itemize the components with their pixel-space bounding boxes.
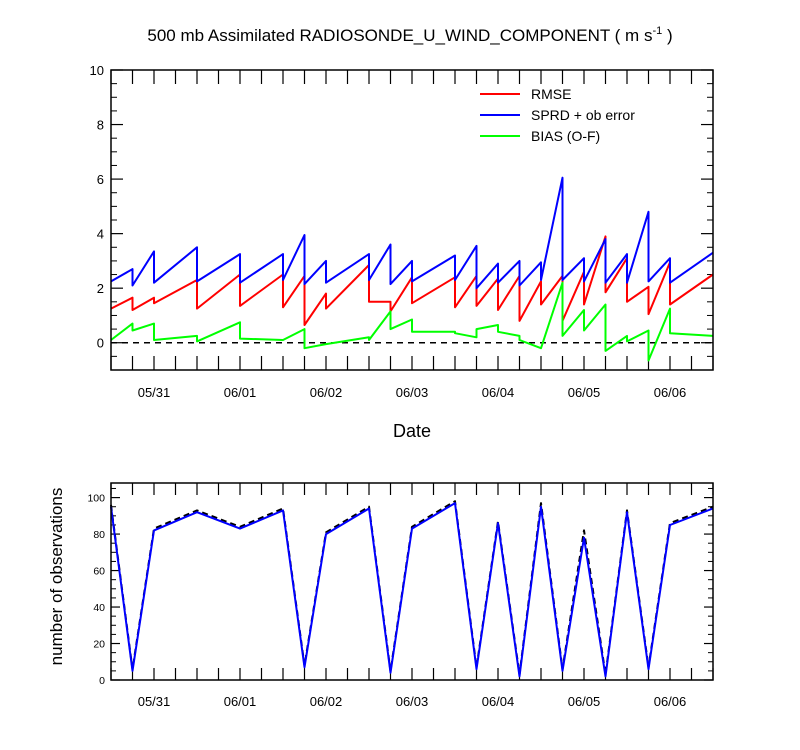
bottom-plot-series xyxy=(110,500,714,678)
series-line xyxy=(110,176,714,290)
y-tick-label: 4 xyxy=(97,227,104,242)
title-end: ) xyxy=(662,26,672,45)
series-line xyxy=(110,500,714,676)
y-tick-label: 10 xyxy=(90,63,104,78)
y-tick-label: 0 xyxy=(97,336,104,351)
y-tick-label: 100 xyxy=(87,493,105,505)
legend-label: SPRD + ob error xyxy=(531,107,635,123)
x-tick-label: 06/01 xyxy=(224,385,257,400)
x-tick-label: 06/04 xyxy=(482,694,515,709)
x-tick-label: 06/05 xyxy=(568,385,601,400)
legend-label: BIAS (O-F) xyxy=(531,128,600,144)
series-line xyxy=(110,502,714,678)
y-tick-label: 40 xyxy=(93,602,105,614)
x-tick-label: 06/03 xyxy=(396,694,429,709)
top-plot-series xyxy=(110,176,714,362)
y-tick-label: 0 xyxy=(99,675,105,687)
chart-title: 500 mb Assimilated RADIOSONDE_U_WIND_COM… xyxy=(147,25,672,45)
x-tick-label: 06/02 xyxy=(310,694,343,709)
x-tick-label: 06/02 xyxy=(310,385,343,400)
bottom-plot-ticks: 0 20 40 60 80 100 05/31 06/01 06/02 06/03 06/04 06/… xyxy=(87,483,714,709)
top-plot: 0 2 4 6 8 10 05/31 06/01 06/02 06/03 06/04 06/05 06/… xyxy=(90,63,714,400)
y-axis-label: number of observations xyxy=(47,488,66,666)
x-tick-label: 06/06 xyxy=(654,694,687,709)
x-tick-label: 05/31 xyxy=(138,694,171,709)
x-tick-label: 06/05 xyxy=(568,694,601,709)
y-tick-label: 20 xyxy=(93,639,105,651)
y-tick-label: 6 xyxy=(97,172,104,187)
x-axis-label: Date xyxy=(393,421,431,441)
y-tick-label: 8 xyxy=(97,118,104,133)
y-tick-label: 2 xyxy=(97,281,104,296)
title-main: 500 mb Assimilated RADIOSONDE_U_WIND_COM… xyxy=(147,26,652,45)
legend-label: RMSE xyxy=(531,86,571,102)
y-tick-label: 60 xyxy=(93,566,105,578)
y-tick-label: 80 xyxy=(93,529,105,541)
title-superscript: -1 xyxy=(652,25,662,37)
bottom-plot: 0 20 40 60 80 100 05/31 06/01 06/02 06/03 06/04 06/… xyxy=(87,482,714,709)
series-line xyxy=(110,281,714,362)
bottom-plot-frame xyxy=(110,482,714,681)
x-tick-label: 06/04 xyxy=(482,385,515,400)
top-plot-frame xyxy=(110,69,714,371)
x-tick-label: 06/01 xyxy=(224,694,257,709)
legend: RMSE SPRD + ob error BIAS (O-F) xyxy=(480,86,635,144)
x-tick-label: 05/31 xyxy=(138,385,171,400)
x-tick-label: 06/03 xyxy=(396,385,429,400)
x-tick-label: 06/06 xyxy=(654,385,687,400)
